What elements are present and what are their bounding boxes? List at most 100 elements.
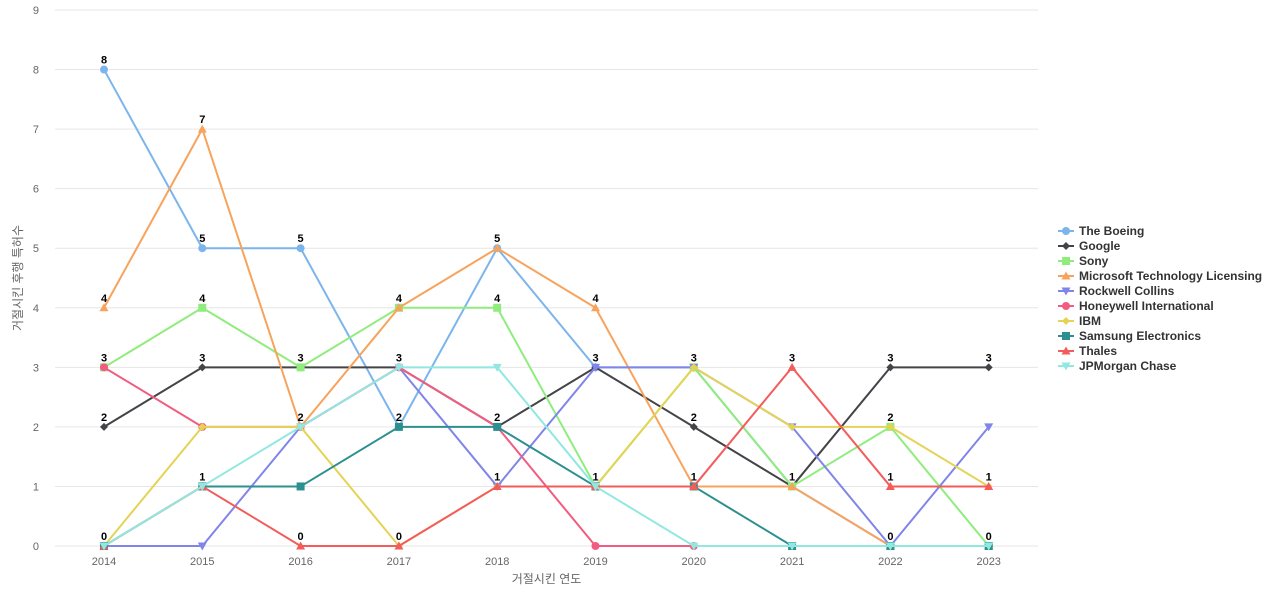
data-point xyxy=(492,481,502,490)
legend-label: Google xyxy=(1079,239,1121,253)
data-point xyxy=(198,363,207,372)
legend-swatch-marker xyxy=(1062,227,1070,235)
data-point xyxy=(984,423,994,432)
data-label: 3 xyxy=(592,352,598,364)
data-label: 3 xyxy=(691,352,697,364)
data-point xyxy=(99,303,109,312)
x-tick-label: 2017 xyxy=(387,556,411,568)
data-point xyxy=(885,542,895,551)
data-point xyxy=(296,244,305,253)
data-point xyxy=(492,243,502,252)
data-point xyxy=(100,65,108,74)
data-label: 3 xyxy=(298,352,304,364)
legend-item-honeywell-international[interactable]: Honeywell International xyxy=(1058,299,1214,313)
data-label: 1 xyxy=(789,471,795,483)
data-point xyxy=(886,422,895,431)
x-axis-title: 거절시킨 연도 xyxy=(512,572,582,586)
legend-label: Thales xyxy=(1079,344,1117,358)
data-point xyxy=(984,481,994,490)
legend-item-sony[interactable]: Sony xyxy=(1058,254,1109,268)
data-point xyxy=(100,363,108,372)
series-line xyxy=(103,366,989,547)
data-point xyxy=(591,303,600,312)
y-tick-label: 8 xyxy=(33,65,39,77)
data-label: 4 xyxy=(494,293,501,305)
legend-item-samsung-electronics[interactable]: Samsung Electronics xyxy=(1058,329,1201,343)
x-tick-label: 2019 xyxy=(583,556,607,568)
legend-item-google[interactable]: Google xyxy=(1058,239,1121,253)
data-label: 4 xyxy=(199,293,206,305)
data-label: 2 xyxy=(396,412,402,424)
series-line xyxy=(103,128,989,547)
data-point xyxy=(591,542,600,550)
data-label: 3 xyxy=(199,352,205,364)
data-point xyxy=(689,422,698,431)
data-label: 0 xyxy=(986,531,992,543)
data-label: 2 xyxy=(298,412,304,424)
data-label: 5 xyxy=(298,233,304,245)
y-tick-label: 3 xyxy=(33,362,39,374)
data-label-layer: 8 5 5 2 5 3 3 1 0 0 2 3 3 3 2 2 3 3 3 4 4 4 1 2 4 7 2 4 1 0 1 0 0 1 3 1 1 xyxy=(101,55,992,543)
series-layer xyxy=(99,65,994,551)
data-label: 0 xyxy=(298,531,304,543)
data-point xyxy=(689,363,698,372)
data-point xyxy=(787,542,797,551)
data-label: 8 xyxy=(101,55,107,67)
data-point xyxy=(492,363,502,372)
data-point xyxy=(787,362,797,371)
data-label: 4 xyxy=(592,293,599,305)
y-tick-label: 7 xyxy=(33,124,39,136)
data-point xyxy=(591,363,600,372)
data-point xyxy=(296,423,306,432)
data-point xyxy=(689,481,699,490)
legend-swatch-marker xyxy=(1062,257,1070,265)
data-point xyxy=(885,481,895,490)
legend-item-jpmorgan-chase[interactable]: JPMorgan Chase xyxy=(1058,359,1177,373)
legend-item-microsoft-technology-licensing[interactable]: Microsoft Technology Licensing xyxy=(1058,269,1262,283)
data-point xyxy=(296,541,306,550)
legend-swatch-marker xyxy=(1061,346,1071,355)
y-tick-label: 5 xyxy=(33,243,39,255)
data-point xyxy=(197,482,207,491)
legend-item-the-boeing[interactable]: The Boeing xyxy=(1058,224,1144,238)
legend-label: Samsung Electronics xyxy=(1079,329,1201,343)
data-label: 4 xyxy=(396,293,403,305)
data-label: 2 xyxy=(887,412,893,424)
data-point xyxy=(197,124,207,133)
data-label: 2 xyxy=(101,412,107,424)
x-tick-label: 2023 xyxy=(976,556,1000,568)
data-point xyxy=(493,303,502,312)
legend-label: JPMorgan Chase xyxy=(1079,359,1177,373)
data-label: 4 xyxy=(101,293,108,305)
data-point xyxy=(100,422,108,431)
data-label: 5 xyxy=(199,233,205,245)
data-label: 1 xyxy=(887,471,893,483)
data-point xyxy=(197,542,207,551)
data-point xyxy=(787,481,797,490)
y-tick-label: 4 xyxy=(33,303,39,315)
legend-item-rockwell-collins[interactable]: Rockwell Collins xyxy=(1058,284,1175,298)
legend-swatch-marker xyxy=(1062,332,1070,340)
data-label: 3 xyxy=(789,352,795,364)
data-label: 0 xyxy=(101,531,107,543)
legend-label: Rockwell Collins xyxy=(1079,284,1175,298)
data-point xyxy=(689,542,699,551)
legend-swatch-marker xyxy=(1061,362,1071,371)
x-tick-label: 2022 xyxy=(878,556,902,568)
legend-item-ibm[interactable]: IBM xyxy=(1058,314,1101,328)
legend-swatch-marker xyxy=(1062,302,1070,310)
series-line xyxy=(103,366,989,547)
data-point xyxy=(394,541,404,550)
legend-item-thales[interactable]: Thales xyxy=(1058,344,1117,358)
data-label: 0 xyxy=(887,531,893,543)
data-point xyxy=(788,422,797,431)
data-point xyxy=(198,244,207,253)
y-tick-label: 0 xyxy=(33,541,39,553)
legend-label: Microsoft Technology Licensing xyxy=(1079,269,1262,283)
data-point xyxy=(984,542,994,551)
data-point xyxy=(394,303,404,312)
data-label: 3 xyxy=(101,352,107,364)
